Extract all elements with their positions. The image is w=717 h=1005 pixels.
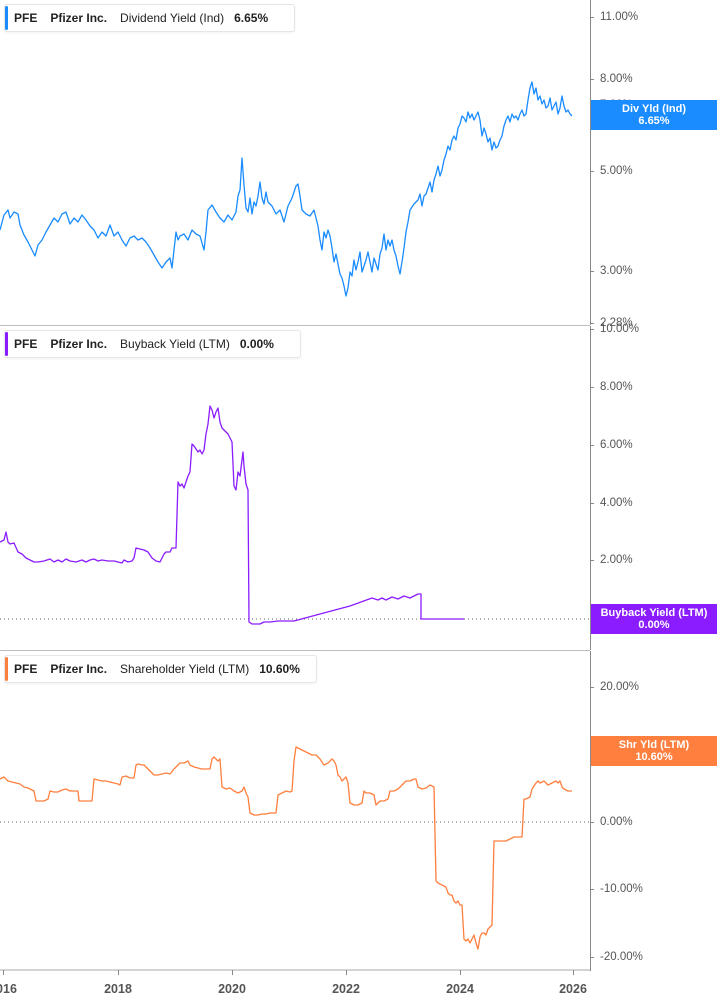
x-tick-label: 2018: [104, 982, 132, 996]
y-tick: 8.00%: [590, 73, 633, 85]
panel-divider: [0, 650, 590, 651]
shareholder-yield-panel: PFE Pfizer Inc. Shareholder Yield (LTM) …: [0, 651, 590, 971]
y-tick: 4.00%: [590, 497, 633, 509]
y-tick: 10.00%: [590, 323, 639, 335]
badge-label: Div Yld (Ind): [622, 103, 686, 115]
x-tick-label: 2022: [332, 982, 360, 996]
dividend-yield-line: [0, 81, 573, 297]
y-tick: 6.00%: [590, 439, 633, 451]
badge-value: 10.60%: [635, 751, 673, 763]
shareholder-yield-line: [0, 746, 572, 950]
buyback-yield-y-axis: 10.00% 8.00% 6.00% 4.00% 2.00% 0.00% Buy…: [590, 323, 717, 650]
dividend-yield-legend[interactable]: PFE Pfizer Inc. Dividend Yield (Ind) 6.6…: [4, 4, 295, 32]
dividend-yield-y-axis: 11.00% 8.00% 7.00% 5.00% 3.00% 2.28% Div…: [590, 0, 717, 329]
x-tick-mark: [460, 970, 461, 975]
dividend-yield-last-value-badge: Div Yld (Ind) 6.65%: [591, 100, 717, 130]
legend-metric: Shareholder Yield (LTM): [120, 662, 250, 676]
x-tick-label: 2020: [218, 982, 246, 996]
series-color-swatch: [5, 332, 8, 356]
legend-value: 0.00%: [239, 337, 274, 351]
x-tick-label: 2016: [0, 982, 17, 996]
series-color-swatch: [5, 657, 8, 681]
y-tick: -10.00%: [590, 883, 643, 895]
y-tick: 11.00%: [590, 11, 638, 23]
y-tick: 0.00%: [590, 816, 633, 828]
x-tick-label: 2024: [446, 982, 474, 996]
shareholder-yield-legend[interactable]: PFE Pfizer Inc. Shareholder Yield (LTM) …: [4, 655, 317, 683]
y-tick: 5.00%: [590, 165, 633, 177]
axis-spine: [590, 326, 591, 650]
y-tick: 2.00%: [590, 554, 633, 566]
x-axis: 2016 2018 2020 2022 2024 2026: [0, 970, 590, 1005]
y-tick: 2.28%: [590, 317, 633, 329]
shareholder-yield-last-value-badge: Shr Yld (LTM) 10.60%: [591, 736, 717, 766]
legend-ticker: PFE: [14, 11, 38, 25]
shareholder-yield-y-axis: 20.00% 10.00% 0.00% -10.00% -20.00% Shr …: [590, 651, 717, 971]
x-tick-mark: [118, 970, 119, 975]
x-tick-mark: [3, 970, 4, 975]
x-tick-label: 2026: [559, 982, 587, 996]
legend-value: 6.65%: [234, 11, 269, 25]
buyback-yield-line: [0, 405, 464, 625]
buyback-yield-legend[interactable]: PFE Pfizer Inc. Buyback Yield (LTM) 0.00…: [4, 330, 301, 358]
legend-ticker: PFE: [14, 662, 38, 676]
badge-label: Shr Yld (LTM): [618, 739, 690, 751]
x-tick-mark: [346, 970, 347, 975]
dividend-yield-panel: PFE Pfizer Inc. Dividend Yield (Ind) 6.6…: [0, 0, 590, 325]
dividend-yield-plot: [0, 81, 573, 297]
legend-value: 10.60%: [259, 662, 300, 676]
y-tick: 20.00%: [590, 681, 639, 693]
y-tick: -20.00%: [590, 951, 643, 963]
buyback-yield-plot: [0, 405, 590, 625]
legend-company: Pfizer Inc.: [50, 337, 108, 351]
badge-value: 0.00%: [638, 619, 670, 631]
badge-label: Buyback Yield (LTM): [600, 607, 708, 619]
axis-spine: [590, 651, 591, 971]
legend-metric: Buyback Yield (LTM): [120, 337, 230, 351]
x-tick-mark: [232, 970, 233, 975]
legend-company: Pfizer Inc.: [50, 11, 108, 25]
y-tick: 3.00%: [590, 265, 633, 277]
shareholder-yield-plot: [0, 746, 590, 971]
panel-divider: [0, 325, 590, 326]
badge-value: 6.65%: [638, 115, 670, 127]
buyback-yield-panel: PFE Pfizer Inc. Buyback Yield (LTM) 0.00…: [0, 326, 590, 650]
y-tick: 8.00%: [590, 381, 633, 393]
x-tick-mark: [573, 970, 574, 975]
buyback-yield-last-value-badge: Buyback Yield (LTM) 0.00%: [591, 604, 717, 634]
series-color-swatch: [5, 6, 8, 30]
legend-ticker: PFE: [14, 337, 38, 351]
legend-metric: Dividend Yield (Ind): [120, 11, 225, 25]
legend-company: Pfizer Inc.: [50, 662, 108, 676]
axis-spine: [590, 0, 591, 325]
